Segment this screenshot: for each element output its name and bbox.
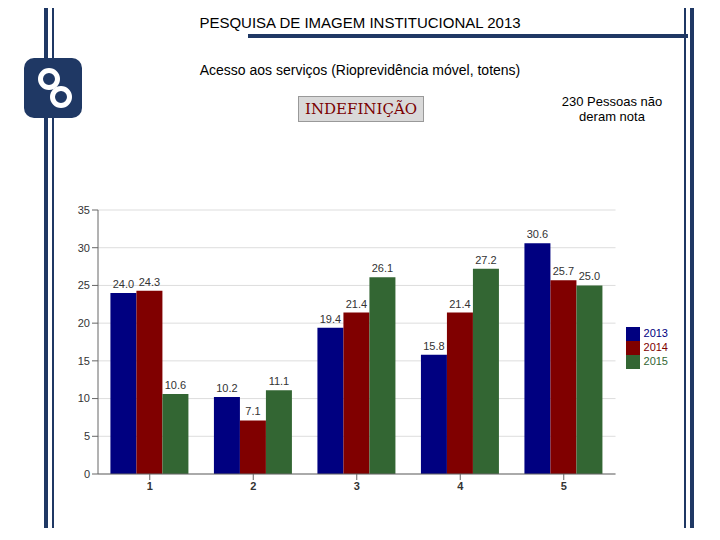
svg-text:30: 30 [78, 242, 90, 254]
svg-text:3: 3 [354, 480, 360, 492]
svg-text:11.1: 11.1 [269, 375, 290, 387]
svg-text:1: 1 [147, 480, 153, 492]
svg-text:5: 5 [84, 430, 90, 442]
svg-text:5: 5 [561, 480, 567, 492]
svg-text:15: 15 [78, 355, 90, 367]
html-text:Acesso aos serviços (Rioprevid: Acesso aos serviços (Rioprevidência móve… [199, 62, 521, 78]
svg-text:19.4: 19.4 [320, 313, 341, 325]
html-text:INDEFINIÇÃO: INDEFINIÇÃO [305, 100, 417, 118]
svg-text:4: 4 [457, 480, 464, 492]
svg-text:7.1: 7.1 [245, 405, 260, 417]
svg-text:10.6: 10.6 [165, 379, 186, 391]
html-text:2013: 2013 [643, 326, 668, 339]
html-text:PESQUISA DE IMAGEM INSTITUCION: PESQUISA DE IMAGEM INSTITUCIONAL 2013 [199, 14, 521, 31]
svg-text:10: 10 [78, 392, 90, 404]
svg-text:24.0: 24.0 [113, 278, 134, 290]
html-text:230 Pessoas não deram nota: 230 Pessoas não deram nota [561, 94, 663, 124]
svg-text:0: 0 [84, 468, 90, 480]
svg-text:25: 25 [78, 279, 90, 291]
svg-text:21.4: 21.4 [346, 298, 367, 310]
svg-text:24.3: 24.3 [139, 276, 160, 288]
svg-text:2: 2 [250, 480, 256, 492]
svg-text:21.4: 21.4 [449, 298, 470, 310]
svg-text:27.2: 27.2 [475, 254, 496, 266]
svg-text:15.8: 15.8 [423, 340, 444, 352]
svg-text:10.2: 10.2 [216, 382, 237, 394]
svg-text:25.7: 25.7 [553, 265, 574, 277]
svg-text:26.1: 26.1 [372, 262, 393, 274]
html-text:2014: 2014 [643, 341, 668, 353]
html-text:2015: 2015 [643, 355, 668, 367]
svg-text:30.6: 30.6 [527, 228, 548, 240]
svg-text:35: 35 [78, 204, 90, 216]
svg-text:25.0: 25.0 [579, 270, 600, 282]
svg-text:20: 20 [78, 317, 90, 329]
